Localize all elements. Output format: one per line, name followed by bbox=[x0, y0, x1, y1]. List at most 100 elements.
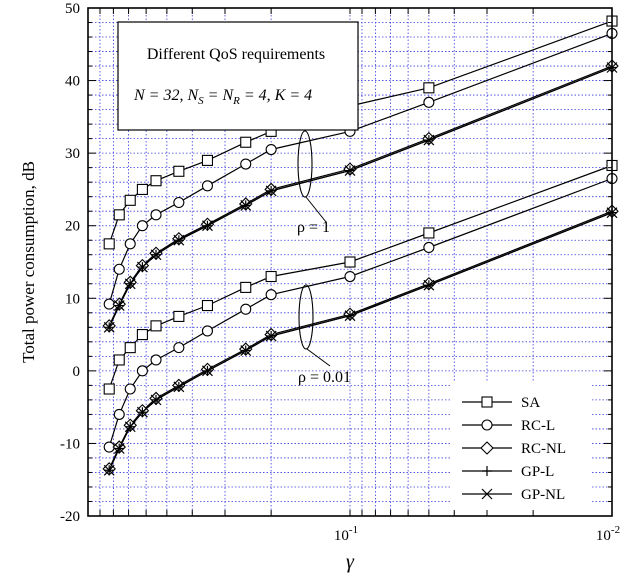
data-point-sa bbox=[113, 354, 125, 366]
data-point-gp-nl bbox=[103, 464, 115, 476]
legend-label-sa: SA bbox=[521, 395, 540, 411]
y-tick-label: 30 bbox=[65, 146, 80, 162]
y-tick-label: -10 bbox=[60, 436, 80, 452]
y-tick-label: 40 bbox=[65, 74, 80, 90]
info-rest: = 4, K = 4 bbox=[240, 87, 312, 104]
rho-001-ellipse bbox=[298, 284, 314, 350]
x-tick-label: 10-1 bbox=[334, 524, 358, 544]
info-box-line1: Different QoS requirements bbox=[147, 46, 325, 63]
data-point-sa bbox=[136, 183, 148, 195]
y-tick-label: 0 bbox=[73, 364, 81, 380]
data-point-rc-l bbox=[113, 263, 125, 275]
y-axis-label: Total power consumption, dB bbox=[19, 161, 38, 363]
data-point-gp-nl bbox=[265, 185, 277, 197]
data-point-gp-nl bbox=[150, 249, 162, 261]
rho-001-label: ρ = 0.01 bbox=[298, 369, 351, 386]
data-point-rc-l bbox=[344, 270, 356, 283]
y-tick-label: 10 bbox=[65, 291, 80, 307]
legend-label-rc-l: RC-L bbox=[521, 418, 555, 434]
data-point-sa bbox=[150, 320, 162, 332]
info-n: N = 32, N bbox=[133, 87, 199, 104]
series-layer bbox=[102, 15, 619, 476]
data-point-gp-nl bbox=[173, 234, 185, 246]
data-point-rc-l bbox=[136, 365, 148, 377]
data-point-gp-nl bbox=[240, 345, 252, 356]
data-point-gp-nl bbox=[136, 406, 148, 418]
y-tick-label: 20 bbox=[65, 219, 80, 235]
info-box-line2: N = 32, NS = NR = 4, K = 4 bbox=[133, 87, 312, 107]
x-axis-label: γ bbox=[346, 551, 355, 573]
data-point-rc-l bbox=[124, 383, 136, 395]
data-point-rc-l bbox=[423, 96, 435, 108]
data-point-rc-l bbox=[136, 220, 148, 232]
data-point-sa bbox=[113, 209, 125, 221]
data-point-sa bbox=[150, 175, 162, 187]
data-point-gp-nl bbox=[124, 278, 136, 290]
data-point-rc-l bbox=[113, 408, 125, 420]
legend-label-rc-nl: RC-NL bbox=[521, 441, 566, 457]
info-ns-sub: S bbox=[198, 95, 204, 107]
data-point-gp-nl bbox=[150, 394, 162, 406]
data-point-sa bbox=[124, 194, 136, 206]
data-point-rc-l bbox=[124, 238, 136, 250]
data-point-sa bbox=[173, 310, 185, 322]
data-point-sa bbox=[103, 383, 115, 395]
data-point-gp-nl bbox=[344, 310, 356, 322]
legend-marker-rc-l bbox=[481, 419, 493, 431]
info-nr-sub: R bbox=[232, 95, 240, 107]
axis-ticks: -20 -10 0 10 20 30 40 50 10-1 10-2 bbox=[60, 1, 620, 544]
data-point-gp-nl bbox=[202, 365, 213, 377]
rho-1-leader bbox=[305, 196, 327, 223]
data-point-rc-l bbox=[240, 303, 252, 315]
data-point-sa bbox=[124, 342, 136, 354]
info-eq: = N bbox=[204, 87, 235, 104]
x-tick-label: 10-2 bbox=[596, 524, 620, 544]
data-point-rc-l bbox=[423, 241, 435, 254]
data-point-gp-nl bbox=[113, 300, 125, 311]
data-point-gp-nl bbox=[103, 321, 115, 333]
legend-marker-gp-nl bbox=[481, 488, 493, 500]
data-point-sa bbox=[201, 299, 214, 312]
info-box-frame bbox=[117, 21, 359, 131]
data-point-gp-nl bbox=[136, 261, 148, 273]
data-point-gp-nl bbox=[173, 381, 185, 393]
data-point-sa bbox=[201, 154, 214, 166]
data-point-sa bbox=[344, 256, 356, 268]
y-tick-label: 50 bbox=[65, 1, 80, 17]
data-point-rc-l bbox=[265, 143, 277, 156]
data-point-gp-nl bbox=[265, 330, 277, 342]
rho-1-label: ρ = 1 bbox=[297, 219, 330, 236]
legend-background bbox=[452, 382, 592, 510]
data-point-gp-nl bbox=[423, 134, 435, 146]
data-point-rc-l bbox=[150, 354, 162, 366]
data-point-sa bbox=[265, 270, 277, 283]
data-point-gp-nl bbox=[344, 165, 356, 176]
data-point-rc-l bbox=[150, 209, 162, 221]
legend-marker-gp-l bbox=[482, 466, 492, 476]
data-point-rc-l bbox=[173, 342, 185, 354]
data-point-rc-l bbox=[240, 158, 252, 170]
legend-marker-sa bbox=[481, 396, 493, 408]
data-point-rc-l bbox=[201, 180, 214, 192]
data-point-sa bbox=[136, 329, 148, 341]
data-point-gp-nl bbox=[202, 220, 213, 232]
legend: SA RC-L RC-NL GP-L GP-NL bbox=[452, 382, 592, 510]
data-point-gp-nl bbox=[423, 279, 435, 291]
data-point-rc-l bbox=[201, 325, 214, 337]
data-point-sa bbox=[423, 82, 435, 94]
rho-001-leader bbox=[306, 348, 331, 367]
y-tick-label: -20 bbox=[60, 509, 80, 525]
data-point-sa bbox=[240, 136, 252, 148]
rho-1-ellipse bbox=[297, 130, 313, 198]
series-line-gp-nl-group1 bbox=[108, 66, 613, 328]
data-point-rc-l bbox=[173, 196, 185, 209]
data-point-sa bbox=[103, 238, 115, 250]
data-point-gp-nl bbox=[113, 443, 125, 454]
data-point-gp-nl bbox=[240, 199, 252, 211]
annotation-rho-001: ρ = 0.01 bbox=[298, 284, 351, 386]
legend-label-gp-l: GP-L bbox=[521, 464, 554, 480]
annotation-rho-1: ρ = 1 bbox=[297, 130, 330, 236]
data-point-sa bbox=[173, 165, 185, 177]
data-point-sa bbox=[240, 281, 252, 293]
